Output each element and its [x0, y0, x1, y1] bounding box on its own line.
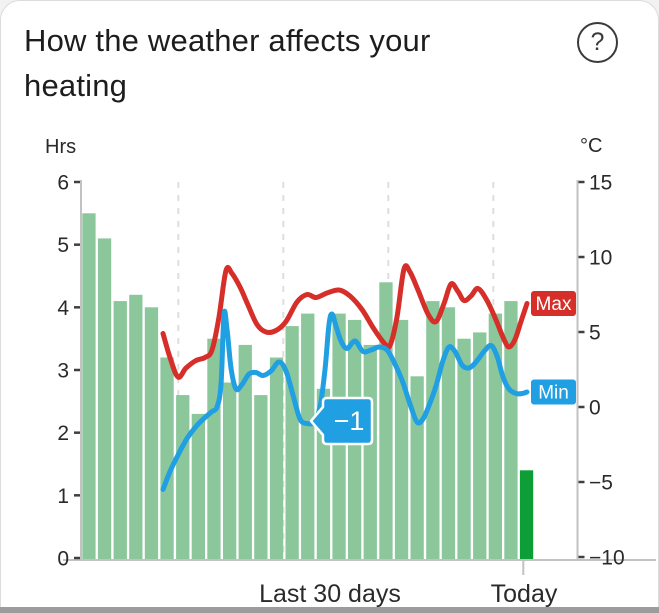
heating-bar [82, 213, 96, 560]
heating-bar [488, 313, 502, 559]
heating-bar [363, 344, 377, 559]
heating-bar [254, 395, 268, 559]
min-temp-line [160, 308, 530, 492]
max-badge [531, 291, 576, 316]
left-tick-label: 6 [57, 171, 69, 194]
right-axis-unit: °C [580, 135, 602, 157]
max-badge-label: Max [536, 294, 572, 315]
heating-bar [97, 238, 112, 559]
min-badge [531, 379, 576, 405]
heating-bar [441, 307, 456, 559]
heating-bar [176, 395, 190, 559]
heating-bar [191, 413, 205, 559]
heating-bar [160, 357, 174, 559]
help-button[interactable]: ? [577, 22, 618, 63]
right-tick-label: 5 [589, 322, 601, 345]
left-tick-label: 0 [57, 548, 69, 571]
heating-bar [301, 313, 315, 559]
heating-bar [207, 338, 221, 559]
today-bar [519, 470, 534, 559]
heating-bar [238, 344, 252, 559]
right-tick-label: −5 [589, 472, 613, 495]
heating-bar [223, 382, 237, 559]
min-badge-label: Min [538, 383, 569, 404]
heating-bar [144, 307, 159, 559]
min-annotation-bubble [309, 396, 374, 446]
min-annotation-value: −1 [334, 406, 365, 436]
heating-bar [394, 319, 409, 559]
heating-bar [426, 301, 440, 559]
right-tick-label: 0 [589, 397, 601, 420]
heating-bar [504, 301, 518, 559]
heating-bar [269, 357, 284, 559]
left-tick-label: 4 [57, 297, 69, 320]
heating-bar [379, 282, 393, 559]
heating-bar [129, 294, 143, 559]
heating-bar [113, 301, 127, 559]
page-title: How the weather affects your heating [24, 18, 564, 108]
max-temp-line [160, 263, 530, 380]
left-tick-label: 2 [57, 422, 69, 445]
left-tick-label: 1 [57, 485, 69, 508]
page-title-line2: heating [24, 68, 128, 103]
heating-bar [285, 326, 299, 559]
bottom-divider [0, 607, 659, 613]
x-label-last-30-days: Last 30 days [259, 580, 401, 608]
left-tick-label: 3 [57, 359, 69, 382]
heating-bar [457, 338, 471, 559]
right-tick-label: −10 [589, 547, 625, 570]
left-axis-unit: Hrs [45, 136, 76, 158]
page-title-line1: How the weather affects your [24, 23, 431, 58]
right-tick-label: 10 [589, 247, 612, 270]
heating-bar [473, 332, 487, 559]
question-mark-icon: ? [590, 28, 605, 56]
left-tick-label: 5 [57, 234, 69, 257]
x-label-today: Today [491, 580, 558, 608]
right-tick-label: 15 [589, 172, 612, 195]
